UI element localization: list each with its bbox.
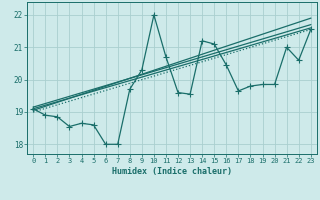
X-axis label: Humidex (Indice chaleur): Humidex (Indice chaleur) xyxy=(112,167,232,176)
